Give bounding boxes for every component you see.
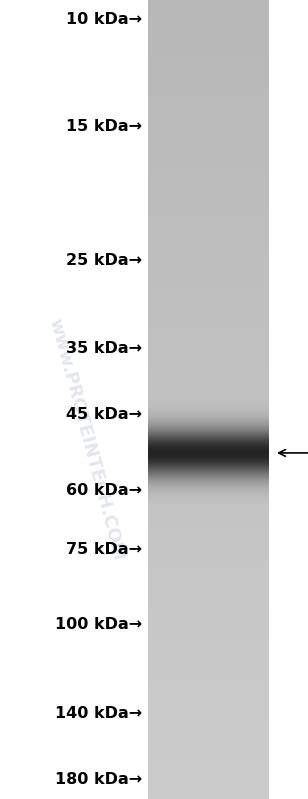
Text: 35 kDa→: 35 kDa→ xyxy=(66,341,142,356)
Text: 75 kDa→: 75 kDa→ xyxy=(66,542,142,557)
Text: 100 kDa→: 100 kDa→ xyxy=(55,617,142,632)
Text: 140 kDa→: 140 kDa→ xyxy=(55,706,142,721)
Text: 45 kDa→: 45 kDa→ xyxy=(66,407,142,423)
Text: www.PROTEINTECH.COM: www.PROTEINTECH.COM xyxy=(45,316,127,562)
Text: 60 kDa→: 60 kDa→ xyxy=(66,483,142,498)
Text: 25 kDa→: 25 kDa→ xyxy=(66,253,142,268)
Text: 15 kDa→: 15 kDa→ xyxy=(66,119,142,134)
Text: 180 kDa→: 180 kDa→ xyxy=(55,772,142,786)
Text: 10 kDa→: 10 kDa→ xyxy=(66,13,142,27)
